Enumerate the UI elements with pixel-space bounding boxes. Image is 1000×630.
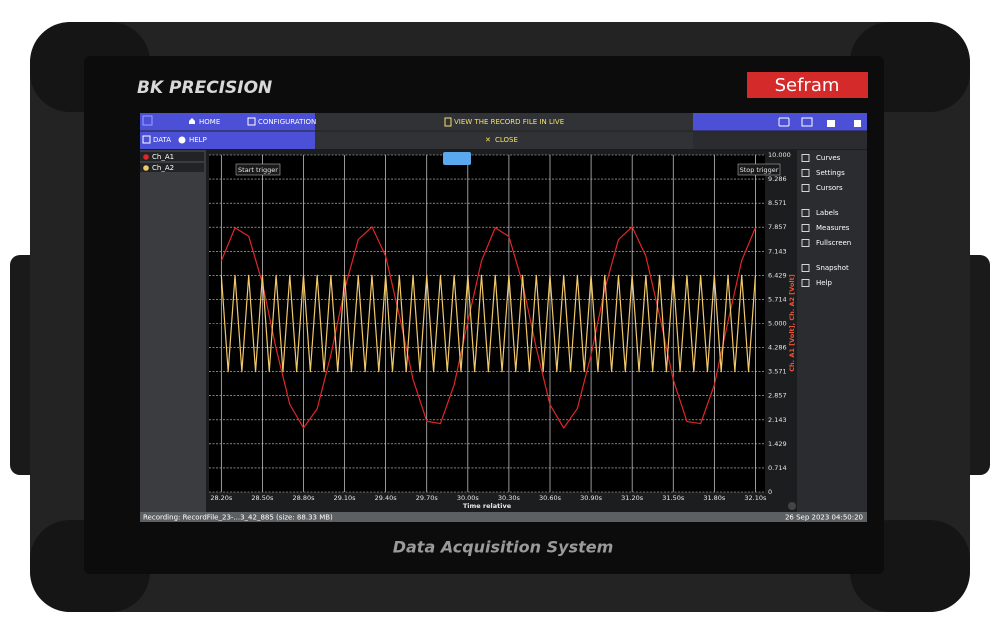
data-icon bbox=[142, 135, 151, 144]
y-tick-label: 7.857 bbox=[768, 223, 787, 231]
x-tick-label: 32.10s bbox=[744, 494, 767, 502]
x-tick-label: 29.70s bbox=[416, 494, 439, 502]
x-tick-label: 30.60s bbox=[539, 494, 562, 502]
battery-icon bbox=[854, 120, 861, 127]
series-group bbox=[220, 226, 757, 429]
x-tick-label: 29.40s bbox=[375, 494, 398, 502]
x-tick-label: 28.50s bbox=[251, 494, 274, 502]
legend-entry: Ch_A2 bbox=[152, 164, 174, 172]
y-tick-label: 7.143 bbox=[768, 247, 787, 255]
sidebar bbox=[797, 150, 867, 512]
menu-icon[interactable] bbox=[142, 115, 153, 126]
status-datetime: 26 Sep 2023 04:50:20 bbox=[785, 514, 863, 522]
legend-panel bbox=[140, 150, 206, 512]
legend-row bbox=[140, 163, 204, 172]
partner: Sefram bbox=[775, 75, 840, 96]
x-tick-label: 31.80s bbox=[703, 494, 726, 502]
sidebar-item[interactable]: Curves bbox=[816, 154, 841, 162]
status-file: Recording: RecordFile_23-...3_42_885 (si… bbox=[143, 514, 333, 522]
sidebar-icon bbox=[801, 264, 810, 272]
x-tick-label: 30.90s bbox=[580, 494, 603, 502]
help-button[interactable]: HELP bbox=[189, 136, 207, 144]
x-tick-label: 29.10s bbox=[334, 494, 357, 502]
expand-button[interactable] bbox=[788, 502, 796, 510]
legend-row bbox=[140, 152, 204, 161]
sidebar-item[interactable]: Cursors bbox=[816, 184, 843, 192]
configuration-button[interactable]: CONFIGURATION bbox=[258, 118, 316, 126]
config-icon bbox=[247, 117, 256, 126]
y-tick-label: 3.571 bbox=[768, 368, 787, 376]
sidebar-icon bbox=[801, 224, 810, 232]
sidebar-item[interactable]: Labels bbox=[816, 209, 839, 217]
annotation-box bbox=[235, 163, 281, 176]
close-button[interactable]: CLOSE bbox=[495, 136, 518, 144]
y-tick-label: 2.857 bbox=[768, 392, 787, 400]
book-icon[interactable] bbox=[801, 117, 813, 127]
help-icon bbox=[178, 136, 186, 144]
sidebar-item[interactable]: Help bbox=[816, 279, 833, 287]
sidebar-icon bbox=[801, 209, 810, 217]
y-tick-label: 1.429 bbox=[768, 440, 787, 448]
grid: 28.20s 28.50s 28.80s 29.10s 29.40s 29.70s 30.0… bbox=[209, 151, 791, 502]
y-tick-label: 2.143 bbox=[768, 416, 787, 424]
y-tick-label: 5.000 bbox=[768, 320, 787, 328]
lock-icon[interactable] bbox=[827, 120, 835, 127]
y-tick-label: 0 bbox=[768, 488, 772, 496]
data-button[interactable]: DATA bbox=[153, 136, 171, 144]
home-button[interactable]: HOME bbox=[199, 118, 220, 126]
toolbar-right bbox=[693, 113, 867, 131]
y-tick-label: 4.286 bbox=[768, 344, 787, 352]
sidebar-item[interactable]: Snapshot bbox=[816, 264, 849, 272]
x-tick-label: 31.20s bbox=[621, 494, 644, 502]
x-tick-label: 30.30s bbox=[498, 494, 521, 502]
stop-trigger: Stop trigger bbox=[740, 166, 779, 174]
series-line bbox=[220, 226, 756, 429]
x-tick-label: 30.00s bbox=[457, 494, 480, 502]
caption: Data Acquisition System bbox=[393, 538, 614, 557]
y-axis-label: Ch. A1 [Volt], Ch. A2 [Volt] bbox=[788, 274, 796, 371]
y-tick-label: 9.286 bbox=[768, 175, 787, 183]
y-tick-label: 5.714 bbox=[768, 295, 787, 303]
x-tick-label: 31.50s bbox=[662, 494, 685, 502]
y-tick-label: 6.429 bbox=[768, 271, 787, 279]
view-live-button[interactable]: VIEW THE RECORD FILE IN LIVE bbox=[454, 118, 564, 126]
close-icon: ✕ bbox=[485, 136, 491, 144]
y-tick-label: 8.571 bbox=[768, 199, 787, 207]
status-bar bbox=[140, 512, 867, 522]
annotation-box bbox=[737, 163, 781, 176]
y-tick-label: 10.000 bbox=[768, 151, 791, 159]
x-tick-label: 28.80s bbox=[292, 494, 315, 502]
sidebar-icon bbox=[801, 184, 810, 192]
sidebar-item[interactable]: Measures bbox=[816, 224, 850, 232]
start-trigger: Start trigger bbox=[238, 166, 278, 174]
y-tick-label: 0.714 bbox=[768, 464, 787, 472]
sidebar-menu: Curves Settings Cursors Labels Measures Fulls… bbox=[801, 154, 851, 287]
sidebar-item[interactable]: Fullscreen bbox=[816, 239, 851, 247]
brand: BK PRECISION bbox=[137, 78, 272, 98]
sidebar-icon bbox=[801, 154, 810, 162]
legend-entry: Ch_A1 bbox=[152, 153, 174, 161]
series-line bbox=[220, 274, 757, 373]
x-tick-label: 28.20s bbox=[210, 494, 233, 502]
sidebar-icon bbox=[801, 279, 810, 287]
file-icon bbox=[444, 117, 452, 127]
camera-icon[interactable] bbox=[778, 117, 790, 127]
partner-badge bbox=[747, 72, 868, 98]
home-icon bbox=[189, 118, 195, 124]
legend-swatch bbox=[143, 154, 149, 160]
x-axis-label: Time relative bbox=[463, 502, 512, 510]
legend-swatch bbox=[143, 165, 149, 171]
sidebar-icon bbox=[801, 169, 810, 177]
toolbar-right-lower bbox=[693, 131, 867, 149]
sidebar-icon bbox=[801, 239, 810, 247]
scroll-handle[interactable] bbox=[443, 152, 471, 165]
sidebar-item[interactable]: Settings bbox=[816, 169, 845, 177]
